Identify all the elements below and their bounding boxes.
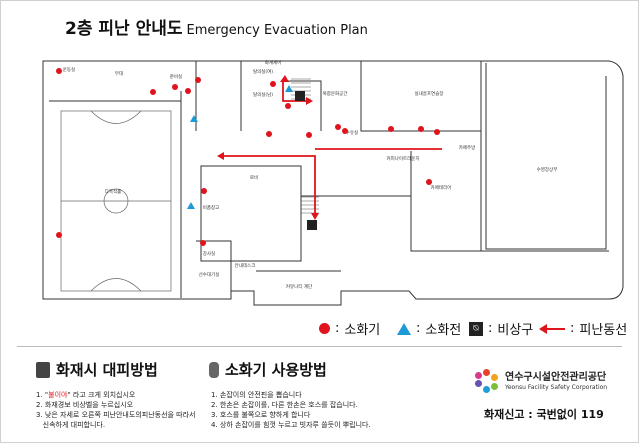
room-label: 화계제어	[265, 59, 282, 66]
title-english: Emergency Evacuation Plan	[186, 23, 368, 38]
extinguisher-markers	[56, 68, 440, 246]
list-item: 2. 한손은 손잡이를, 다른 한손은 호스를 잡습니다.	[211, 401, 358, 409]
extinguisher-icon	[285, 103, 291, 109]
title-korean: 2층 피난 안내도	[65, 19, 183, 39]
hydrant-icon	[187, 202, 195, 209]
extinguisher-icon	[185, 88, 191, 94]
exit-stair-icon	[295, 91, 305, 101]
legend-extinguisher: : 소화기	[319, 319, 380, 338]
room-label: 무대	[115, 70, 123, 77]
room-label: 비품창고	[203, 204, 220, 211]
extinguisher-icon	[200, 240, 206, 246]
list-item: 1. 손잡이의 안전핀을 뽑습니다	[211, 391, 302, 399]
room-label: 운동실	[63, 66, 75, 73]
extinguisher-icon	[426, 179, 432, 185]
legend-route: : 피난동선	[539, 319, 627, 338]
extinguisher-icon	[172, 84, 178, 90]
room-label: 수영장상부	[537, 166, 558, 173]
extinguisher-icon	[270, 81, 276, 87]
exit-stair-icon: ⍉	[469, 321, 483, 336]
room-label: 탈의실(남)	[253, 91, 273, 98]
room-label: 커뮤니티 계단	[286, 283, 312, 290]
extinguisher-icon	[418, 126, 424, 132]
extinguisher-section-heading: 소화기 사용방법	[209, 359, 327, 380]
list-item: 1. "불이야" 라고 크게 외치십시오	[36, 391, 136, 399]
room-label: 복합문화공간	[323, 90, 348, 97]
room-label: 준비실	[170, 73, 182, 80]
room-label: 탈의실(여)	[253, 68, 273, 75]
extinguisher-icon	[150, 89, 156, 95]
fire-steps: 1. "불이야" 라고 크게 외치십시오 2. 화재경보 비상벨을 누르십시오 …	[36, 390, 196, 430]
building-outline	[42, 60, 624, 306]
org-logo-icon	[475, 369, 499, 393]
room-label: 실내골프연습장	[415, 90, 444, 97]
legend-stair: ⍉: 비상구	[469, 319, 533, 338]
room-label: 카페테리어	[431, 184, 452, 191]
hydrant-icon	[285, 85, 293, 92]
fire-report-number: 화재신고 : 국번없이 119	[484, 408, 604, 421]
list-item: 2. 화재경보 비상벨을 누르십시오	[36, 401, 134, 409]
organization: 연수구시설안전관리공단 Yeonsu Facility Safety Corpo…	[475, 369, 607, 393]
fire-section-heading: 화재시 대피방법	[36, 359, 158, 380]
extinguisher-icon	[195, 77, 201, 83]
list-item: 3. 낮은 자세로 오른쪽 피난안내도의피난동선을 따라서 신속하게 대피합니다…	[36, 411, 196, 429]
org-name: 연수구시설안전관리공단	[505, 371, 607, 383]
room-label: 안내데스크	[235, 262, 256, 269]
emergency-exits	[295, 91, 317, 230]
org-english: Yeonsu Facility Safety Corporation	[505, 383, 608, 391]
extinguisher-icon	[319, 323, 330, 334]
room-label: 커피나이트라운지	[386, 155, 419, 162]
route-arrowheads	[217, 75, 319, 220]
extinguisher-icon	[335, 124, 341, 130]
divider	[17, 346, 622, 347]
room-labels: 운동실 무대 준비실 탈의실(여) 화계제어 탈의실(남) 복합문화공간 실내골…	[63, 59, 558, 290]
list-item: 4. 상하 손잡이를 힘껏 누르고 빗자루 쓸듯이 뿌립니다.	[211, 421, 371, 429]
legend-hydrant: : 소화전	[397, 319, 461, 338]
hydrant-icon	[397, 322, 411, 335]
route-arrow-icon	[539, 323, 565, 334]
floor-plan: 운동실 무대 준비실 탈의실(여) 화계제어 탈의실(남) 복합문화공간 실내골…	[42, 59, 624, 306]
extinguisher-icon	[342, 128, 348, 134]
extinguisher-icon	[306, 132, 312, 138]
extinguisher-icon	[388, 126, 394, 132]
room-label: 로비	[250, 174, 258, 181]
extinguisher-icon	[56, 232, 62, 238]
extinguisher-icon	[56, 68, 62, 74]
extinguisher-bottle-icon	[209, 361, 219, 378]
room-label: 강사실	[203, 250, 215, 257]
extinguisher-icon	[266, 131, 272, 137]
extinguisher-icon	[434, 129, 440, 135]
room-label: 카페주방	[459, 144, 476, 151]
plan-title: 2층 피난 안내도 Emergency Evacuation Plan	[65, 14, 368, 39]
exit-stair-icon	[307, 220, 317, 230]
hydrant-icon	[190, 115, 198, 122]
extinguisher-icon	[201, 188, 207, 194]
evacuation-routes	[223, 79, 442, 214]
room-label: 수유실	[346, 129, 358, 136]
court-lines	[60, 110, 172, 292]
room-label: 선수대기실	[199, 271, 220, 278]
list-item: 3. 호스를 불쪽으로 향하게 합니다	[211, 411, 311, 419]
exit-person-icon	[36, 361, 50, 378]
room-label: 다목적홀	[105, 188, 122, 195]
extinguisher-steps: 1. 손잡이의 안전핀을 뽑습니다 2. 한손은 손잡이를, 다른 한손은 호스…	[211, 390, 371, 430]
hydrant-markers	[187, 85, 293, 209]
